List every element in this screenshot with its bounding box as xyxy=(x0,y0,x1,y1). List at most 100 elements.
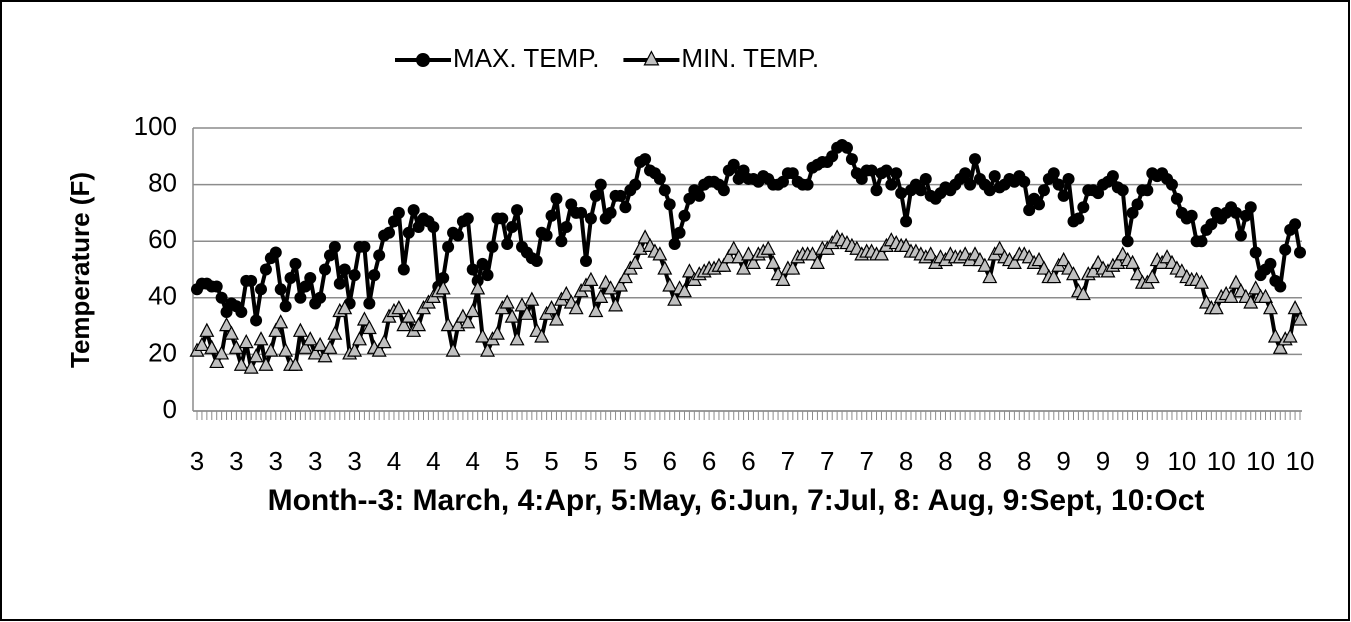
point xyxy=(1023,204,1036,217)
point xyxy=(1274,280,1287,293)
legend-label: MIN. TEMP. xyxy=(681,43,819,73)
x-tick-label: 10 xyxy=(1207,446,1236,476)
point xyxy=(496,212,509,225)
point xyxy=(292,322,308,337)
point xyxy=(501,238,514,251)
point xyxy=(1018,175,1031,188)
point xyxy=(210,280,223,293)
point xyxy=(442,240,455,253)
point xyxy=(657,260,673,275)
point xyxy=(809,254,825,269)
point xyxy=(243,359,259,374)
point xyxy=(1006,254,1022,269)
point xyxy=(1057,189,1070,202)
x-tick-label: 9 xyxy=(1056,446,1070,476)
point xyxy=(371,342,387,357)
point xyxy=(401,308,417,323)
x-tick-label: 8 xyxy=(938,446,952,476)
point xyxy=(612,277,628,292)
point xyxy=(982,268,998,284)
point xyxy=(845,153,858,166)
point xyxy=(745,254,761,269)
point xyxy=(1065,266,1081,281)
point xyxy=(411,317,427,332)
point xyxy=(204,339,220,354)
point xyxy=(1294,246,1306,259)
point xyxy=(765,254,781,269)
point xyxy=(376,333,392,349)
point xyxy=(263,342,279,357)
point xyxy=(726,240,742,255)
point xyxy=(1072,212,1085,225)
point xyxy=(1037,184,1050,197)
point xyxy=(407,204,420,217)
point xyxy=(544,300,560,315)
point xyxy=(392,206,405,219)
point xyxy=(445,342,461,357)
point xyxy=(466,263,479,276)
point xyxy=(304,271,317,284)
point xyxy=(1262,300,1278,315)
point xyxy=(396,317,412,332)
point xyxy=(209,353,225,369)
point xyxy=(1272,339,1288,354)
point xyxy=(959,167,972,180)
point xyxy=(312,336,328,352)
point xyxy=(358,240,371,253)
point xyxy=(363,297,376,310)
point xyxy=(352,331,367,346)
point xyxy=(584,212,597,225)
point xyxy=(440,317,456,332)
point xyxy=(678,209,691,222)
point xyxy=(1165,178,1178,191)
point xyxy=(1248,280,1264,295)
point xyxy=(258,356,274,371)
x-tick-label: 3 xyxy=(347,446,361,476)
point xyxy=(676,283,692,298)
point xyxy=(199,322,215,337)
x-tick-label: 3 xyxy=(308,446,322,476)
point xyxy=(1141,184,1154,197)
point xyxy=(504,308,520,323)
point xyxy=(873,246,889,261)
point xyxy=(580,255,593,268)
point xyxy=(250,314,263,327)
point xyxy=(617,268,633,284)
point xyxy=(327,325,343,340)
point xyxy=(475,328,491,343)
point xyxy=(451,229,464,242)
point xyxy=(673,226,686,239)
point xyxy=(900,215,913,228)
point xyxy=(402,226,415,239)
point xyxy=(619,201,632,214)
point xyxy=(760,240,776,255)
point xyxy=(1077,201,1090,214)
point xyxy=(278,342,294,357)
point xyxy=(1287,300,1303,315)
point xyxy=(568,300,584,315)
point xyxy=(238,333,254,349)
y-tick-label: 20 xyxy=(148,337,177,367)
point xyxy=(964,178,977,191)
point xyxy=(575,206,588,219)
point xyxy=(977,257,993,272)
point xyxy=(322,339,338,354)
point xyxy=(1125,254,1141,269)
point xyxy=(629,178,642,191)
point xyxy=(717,184,730,197)
point xyxy=(637,229,653,244)
point xyxy=(1121,235,1134,248)
point xyxy=(1052,178,1065,191)
point xyxy=(1062,172,1075,185)
point xyxy=(397,263,410,276)
point xyxy=(988,170,1001,183)
x-tick-label: 6 xyxy=(702,446,716,476)
y-tick-label: 0 xyxy=(163,394,177,424)
point xyxy=(604,206,617,219)
point xyxy=(721,249,737,264)
x-tick-label: 7 xyxy=(859,446,873,476)
point xyxy=(652,246,668,261)
